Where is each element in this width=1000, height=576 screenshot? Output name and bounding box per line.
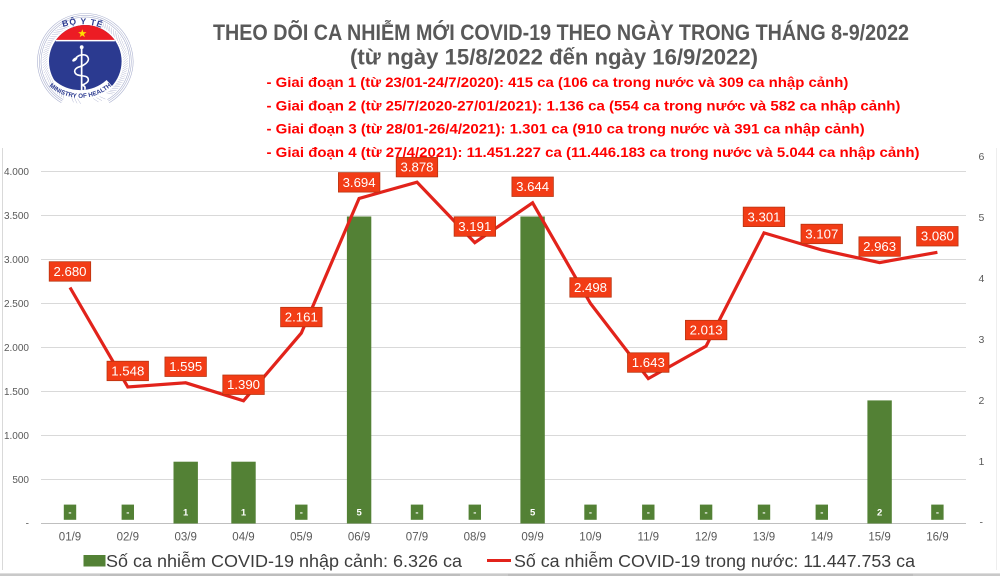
svg-text:-: - [26, 519, 29, 530]
svg-text:3.301: 3.301 [747, 209, 780, 224]
svg-text:1.390: 1.390 [227, 377, 260, 392]
svg-text:11/9: 11/9 [638, 532, 660, 544]
svg-text:-: - [705, 508, 708, 519]
svg-text:5: 5 [979, 212, 985, 224]
svg-text:2.680: 2.680 [53, 264, 86, 279]
svg-text:3.080: 3.080 [921, 229, 954, 244]
svg-text:THEO DÕI CA NHIỄM MỚI COVID-19: THEO DÕI CA NHIỄM MỚI COVID-19 THEO NGÀY… [213, 19, 909, 45]
svg-text:- Giai đoạn 3 (từ 28/01-26/4/2: - Giai đoạn 3 (từ 28/01-26/4/2021): 1.30… [267, 121, 865, 137]
svg-text:3.694: 3.694 [343, 175, 376, 190]
svg-text:09/9: 09/9 [521, 532, 543, 544]
svg-text:1.500: 1.500 [4, 387, 29, 398]
svg-text:4.000: 4.000 [4, 167, 29, 178]
svg-text:3.500: 3.500 [4, 211, 29, 222]
svg-text:1.643: 1.643 [632, 355, 665, 370]
svg-text:3.878: 3.878 [400, 160, 433, 175]
svg-text:10/9: 10/9 [579, 532, 601, 544]
svg-text:-: - [762, 508, 765, 519]
svg-text:15/9: 15/9 [868, 532, 890, 544]
svg-text:2.498: 2.498 [574, 280, 607, 295]
svg-text:-: - [68, 508, 71, 519]
svg-text:-: - [820, 508, 823, 519]
svg-text:1: 1 [241, 508, 247, 519]
svg-text:06/9: 06/9 [348, 532, 370, 544]
svg-text:1: 1 [183, 508, 189, 519]
svg-text:-: - [300, 508, 303, 519]
svg-text:05/9: 05/9 [290, 532, 312, 544]
svg-text:3.191: 3.191 [458, 219, 491, 234]
svg-text:16/9: 16/9 [926, 532, 948, 544]
svg-text:BỘ Y TẾ: BỘ Y TẾ [61, 15, 105, 30]
svg-text:(từ ngày 15/8/2022 đến ngày 16: (từ ngày 15/8/2022 đến ngày 16/9/2022) [350, 45, 758, 70]
svg-text:1: 1 [979, 456, 985, 468]
svg-text:1.595: 1.595 [169, 359, 202, 374]
svg-text:5: 5 [530, 508, 536, 519]
svg-text:08/9: 08/9 [464, 532, 486, 544]
svg-text:- Giai đoạn 2 (từ 25/7/2020-27: - Giai đoạn 2 (từ 25/7/2020-27/01/2021):… [267, 97, 901, 113]
svg-text:2.013: 2.013 [690, 323, 723, 338]
svg-text:Số ca nhiễm COVID-19 trong nướ: Số ca nhiễm COVID-19 trong nước: 11.447.… [514, 550, 915, 571]
svg-text:-: - [473, 508, 476, 519]
svg-text:-: - [589, 508, 592, 519]
svg-text:6: 6 [979, 151, 985, 163]
svg-text:14/9: 14/9 [811, 532, 833, 544]
svg-text:2.500: 2.500 [4, 299, 29, 310]
svg-text:-: - [936, 508, 939, 519]
svg-text:1.000: 1.000 [4, 431, 29, 442]
svg-text:2: 2 [877, 508, 882, 519]
svg-text:2.161: 2.161 [285, 310, 318, 325]
svg-text:-: - [647, 508, 650, 519]
svg-text:07/9: 07/9 [406, 532, 428, 544]
svg-text:04/9: 04/9 [232, 532, 254, 544]
svg-text:- Giai đoạn 4 (từ 27/4/2021):: - Giai đoạn 4 (từ 27/4/2021): 11.451.227… [267, 144, 920, 160]
svg-text:01/9: 01/9 [59, 532, 81, 544]
svg-text:- Giai đoạn 1 (từ 23/01-24/7/2: - Giai đoạn 1 (từ 23/01-24/7/2020): 415 … [267, 74, 849, 90]
svg-text:03/9: 03/9 [175, 532, 197, 544]
svg-text:-: - [415, 508, 418, 519]
svg-text:500: 500 [12, 475, 29, 486]
svg-text:2.963: 2.963 [863, 239, 896, 254]
svg-text:3.107: 3.107 [805, 226, 838, 241]
svg-text:3.644: 3.644 [516, 179, 549, 194]
svg-text:2.000: 2.000 [4, 343, 29, 354]
svg-text:1.548: 1.548 [111, 363, 144, 378]
svg-text:13/9: 13/9 [753, 532, 775, 544]
svg-text:02/9: 02/9 [117, 532, 139, 544]
svg-text:Số ca nhiễm COVID-19 nhập cảnh: Số ca nhiễm COVID-19 nhập cảnh: 6.326 ca [106, 550, 462, 571]
svg-text:5: 5 [356, 508, 362, 519]
svg-text:4: 4 [979, 273, 985, 285]
svg-text:-: - [980, 517, 984, 529]
svg-text:-: - [126, 508, 129, 519]
svg-text:3: 3 [979, 334, 985, 346]
svg-text:3.000: 3.000 [4, 255, 29, 266]
svg-text:12/9: 12/9 [695, 532, 717, 544]
svg-text:2: 2 [979, 395, 985, 407]
